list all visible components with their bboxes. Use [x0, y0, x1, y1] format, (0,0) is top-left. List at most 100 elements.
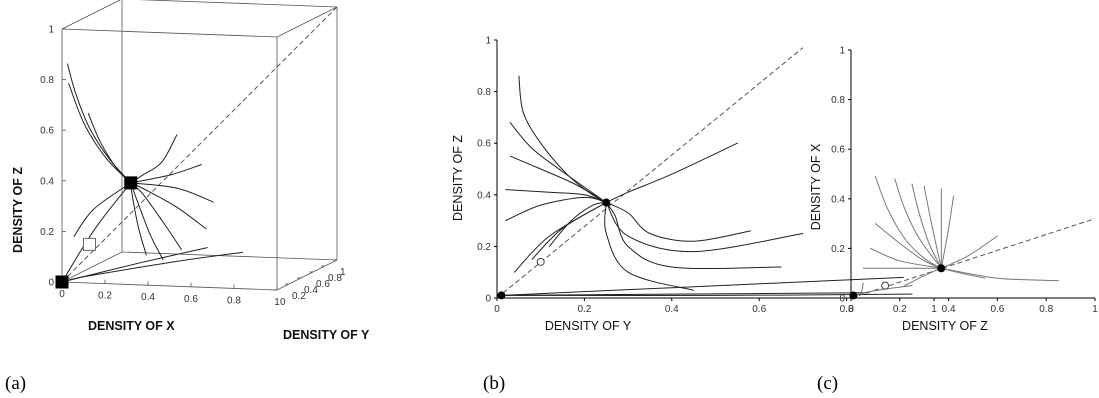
- panel-a-trajectory: [130, 134, 178, 184]
- panel-b-y-tick-label: 0.6: [477, 139, 491, 150]
- panel-b-trajectory: [605, 202, 782, 270]
- panel-b-trajectory: [518, 75, 607, 203]
- panel-c-trajectory: [894, 178, 942, 269]
- panel-a-trajectories: [61, 63, 243, 283]
- panel-a-y-tick-label: 0.4: [304, 285, 318, 296]
- panel-a-box: [61, 0, 338, 291]
- panel-b-trajectory: [605, 202, 751, 242]
- panel-b-y-tick-label: 0.4: [477, 190, 491, 201]
- panel-a-x-tick-label: 0.6: [184, 294, 198, 305]
- panel-a-x-tick-label: 0: [59, 289, 65, 300]
- panel-b-x-tick-label: 0.2: [577, 304, 591, 315]
- panel-c-x-tick-label: 0.6: [990, 304, 1004, 315]
- panel-a-box-edge: [61, 0, 121, 30]
- panel-a-zlabel: DENSITY OF Z: [11, 167, 25, 253]
- panel-b-trajectory: [500, 293, 913, 296]
- panel-c: 0 0.2 0.4 0.6 0.8 1 0 0.2 0.4 0.6 0.8 1 DENSITY OF …: [809, 46, 1098, 334]
- panel-b-trajectory: [509, 122, 607, 203]
- panel-a-box-edge: [276, 6, 338, 38]
- panel-a-box-edge: [61, 281, 278, 291]
- panel-b-trajectory: [514, 202, 607, 273]
- panel-a-box-edge: [138, 0, 338, 8]
- panel-b-origin-point: [497, 291, 506, 300]
- panel-label-b: (b): [483, 373, 505, 394]
- panel-a-box-edge: [61, 251, 123, 283]
- panel-b-xlabel: DENSITY OF Y: [545, 319, 632, 333]
- panel-a-trajectory: [68, 83, 132, 184]
- panel-c-y-tick-label: 1: [839, 46, 845, 57]
- panel-a-trajectory: [61, 251, 243, 283]
- panel-a-x-tick-label: 0.8: [227, 295, 241, 306]
- panel-a-points: [55, 176, 138, 289]
- panel-b-y-tick-label: 0: [485, 294, 491, 305]
- panel-a-diagonal: [61, 6, 338, 283]
- panel-c-points: [849, 264, 946, 300]
- panel-c-trajectory: [911, 183, 942, 269]
- panel-b-axes: 0 0.2 0.4 0.6 0.8 1 0 0.2 0.4 0.6 0.8 1: [477, 36, 937, 316]
- panel-a-y-tick-label: 0.8: [328, 273, 342, 284]
- panel-a: 00.20.40.60.810 0.2 0.4 0.6 0.8 1 00.20.40.60.…: [11, 0, 370, 342]
- panel-a-box-edge: [276, 259, 338, 291]
- panel-c-trajectory: [870, 247, 942, 269]
- panel-b-unstable-point: [536, 257, 545, 266]
- panel-c-trajectory: [852, 285, 913, 296]
- panel-c-x-tick-label: 0.2: [893, 304, 907, 315]
- panel-a-box-edge: [61, 28, 278, 38]
- panel-b-trajectory: [548, 202, 607, 247]
- panel-c-diagonal: [850, 218, 1096, 299]
- panel-b-diagonal: [496, 47, 804, 299]
- panel-a-box-edge: [121, 251, 338, 261]
- panel-a-z-tick-label: 0.8: [40, 75, 54, 86]
- panel-b-y-tick-label: 0.2: [477, 242, 491, 253]
- panel-b-x-tick-label: 0.4: [665, 304, 679, 315]
- panel-c-trajectory: [940, 267, 986, 279]
- panel-a-origin-point: [55, 275, 69, 289]
- panel-c-origin-point: [849, 291, 858, 300]
- panel-c-xlabel: DENSITY OF Z: [902, 319, 988, 333]
- panel-c-x-tick-label: 0.8: [1039, 304, 1053, 315]
- panel-c-y-tick-label: 0.6: [831, 145, 845, 156]
- panel-a-y-tick-label: 1: [340, 267, 346, 278]
- panel-b-x-tick-label: 0.6: [752, 304, 766, 315]
- panel-a-trajectory: [130, 182, 182, 251]
- panel-c-y-tick-label: 0.8: [831, 95, 845, 106]
- panel-b: 0 0.2 0.4 0.6 0.8 1 0 0.2 0.4 0.6 0.8 1 DENSITY OF …: [451, 36, 937, 334]
- panel-a-z-tick-label: 0.4: [40, 176, 54, 187]
- panel-a-trajectory: [130, 182, 207, 230]
- panel-a-trajectory: [61, 182, 132, 283]
- panel-a-xlabel: DENSITY OF X: [88, 319, 175, 333]
- panel-a-stable-point: [124, 176, 138, 190]
- panel-c-trajectory: [874, 223, 942, 269]
- panel-c-trajectory: [904, 267, 942, 287]
- panel-c-y-tick-label: 0: [839, 294, 845, 305]
- panel-a-x-tick-label: 1: [274, 297, 280, 308]
- panel-c-ylabel: DENSITY OF X: [809, 143, 823, 230]
- panel-a-unstable-point: [83, 237, 96, 251]
- panel-a-z-tick-label: 0.2: [40, 227, 54, 238]
- panel-b-stable-point: [602, 198, 611, 207]
- panel-c-axes: 0 0.2 0.4 0.6 0.8 1 0 0.2 0.4 0.6 0.8 1: [831, 46, 1098, 316]
- panel-b-trajectories: [500, 75, 913, 296]
- panel-a-trajectory: [67, 63, 132, 184]
- panel-b-points: [497, 198, 611, 300]
- panel-b-trajectory: [604, 202, 695, 291]
- panel-b-trajectory: [505, 196, 607, 222]
- panel-c-x-tick-label: 1: [1092, 304, 1098, 315]
- panel-a-trajectory: [61, 247, 208, 283]
- panel-a-trajectory: [73, 182, 132, 237]
- panel-a-y-tick-label: 0.6: [316, 279, 330, 290]
- panel-b-trajectory: [509, 155, 607, 203]
- panel-b-x-tick-label: 0: [494, 304, 500, 315]
- panel-a-z-tick-label: 0: [48, 278, 54, 289]
- panel-b-y-tick-label: 0.8: [477, 87, 491, 98]
- panel-c-y-tick-label: 0.4: [831, 194, 845, 205]
- panel-a-z-tick-label: 0.6: [40, 126, 54, 137]
- panel-a-trajectory: [130, 182, 164, 261]
- panel-c-unstable-point: [881, 281, 890, 290]
- panel-a-z-tick-label: 1: [48, 25, 54, 36]
- panel-a-trajectory: [130, 182, 214, 203]
- panel-a-y-tick-label: 0: [280, 297, 286, 308]
- panel-a-x-tick-label: 0.2: [98, 291, 112, 302]
- panel-b-y-tick-label: 1: [485, 36, 491, 47]
